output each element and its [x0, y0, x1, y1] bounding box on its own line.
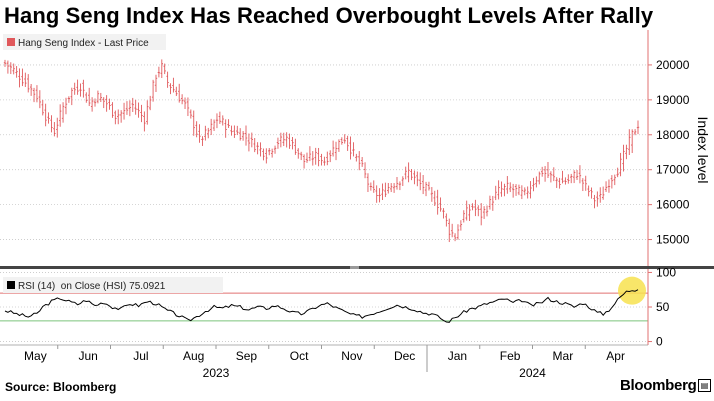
- price-tick-label: 15000: [656, 233, 690, 247]
- price-tick-label: 18000: [656, 128, 690, 142]
- rsi-legend-box: [3, 277, 223, 293]
- x-month-label: Dec: [394, 349, 415, 363]
- price-y-ticks: 15000 16000 17000 18000 19000 20000: [648, 58, 690, 247]
- price-legend-swatch: [7, 38, 15, 46]
- x-month-label: Oct: [290, 349, 309, 363]
- x-month-label: Apr: [606, 349, 625, 363]
- price-tick-label: 17000: [656, 163, 690, 177]
- source-note: Source: Bloomberg: [5, 380, 117, 394]
- rsi-y-ticks: 0 50 100: [648, 265, 676, 349]
- bloomberg-terminal-icon: ▤: [698, 379, 711, 392]
- x-year-label: 2023: [203, 366, 230, 380]
- brand-logo: Bloomberg: [620, 377, 697, 394]
- rsi-tick-label: 100: [656, 265, 676, 279]
- x-year-label: 2024: [519, 366, 546, 380]
- rsi-series-line: [4, 289, 639, 323]
- rsi-legend-label: RSI (14) on Close (HSI) 75.0921: [18, 281, 166, 292]
- x-month-label: Jul: [133, 349, 148, 363]
- x-month-label: Feb: [500, 349, 521, 363]
- price-axis-label: Index level: [695, 117, 711, 184]
- price-tick-label: 19000: [656, 93, 690, 107]
- x-month-label: Nov: [341, 349, 362, 363]
- x-month-label: Aug: [183, 349, 204, 363]
- x-axis: May Jun Jul Aug Sep Oct Nov Dec Jan Feb Mar Apr 2023…: [0, 344, 648, 380]
- rsi-panel: 0 50 100 RSI (14) on Close (HSI) 75.0921: [0, 265, 676, 349]
- rsi-legend-swatch: [7, 281, 15, 289]
- price-ohlc-bars: [3, 59, 640, 243]
- chart-title: Hang Seng Index Has Reached Overbought L…: [4, 3, 654, 28]
- rsi-tick-label: 50: [656, 300, 670, 314]
- price-tick-label: 20000: [656, 58, 690, 72]
- price-panel: 15000 16000 17000 18000 19000 20000 Index lev…: [0, 30, 711, 266]
- panel-divider-handle[interactable]: [350, 266, 359, 269]
- x-month-label: Jan: [448, 349, 467, 363]
- x-month-label: Jun: [78, 349, 97, 363]
- rsi-gridlines: [0, 272, 648, 342]
- price-legend-box: [3, 34, 166, 50]
- x-month-label: May: [24, 349, 47, 363]
- x-month-label: Mar: [553, 349, 574, 363]
- price-legend-label: Hang Seng Index - Last Price: [18, 38, 149, 49]
- price-gridlines: [0, 64, 648, 240]
- x-month-label: Sep: [236, 349, 258, 363]
- price-tick-label: 16000: [656, 198, 690, 212]
- rsi-tick-label: 0: [656, 335, 663, 349]
